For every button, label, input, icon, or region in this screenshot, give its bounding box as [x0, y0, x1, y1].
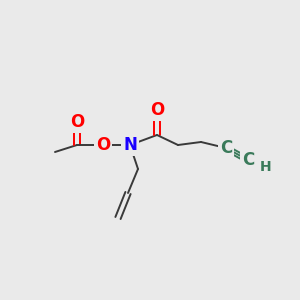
- Text: O: O: [96, 136, 110, 154]
- Text: H: H: [260, 160, 272, 174]
- Text: C: C: [242, 151, 254, 169]
- Text: O: O: [70, 113, 84, 131]
- Text: C: C: [220, 139, 232, 157]
- Text: O: O: [150, 101, 164, 119]
- Text: N: N: [123, 136, 137, 154]
